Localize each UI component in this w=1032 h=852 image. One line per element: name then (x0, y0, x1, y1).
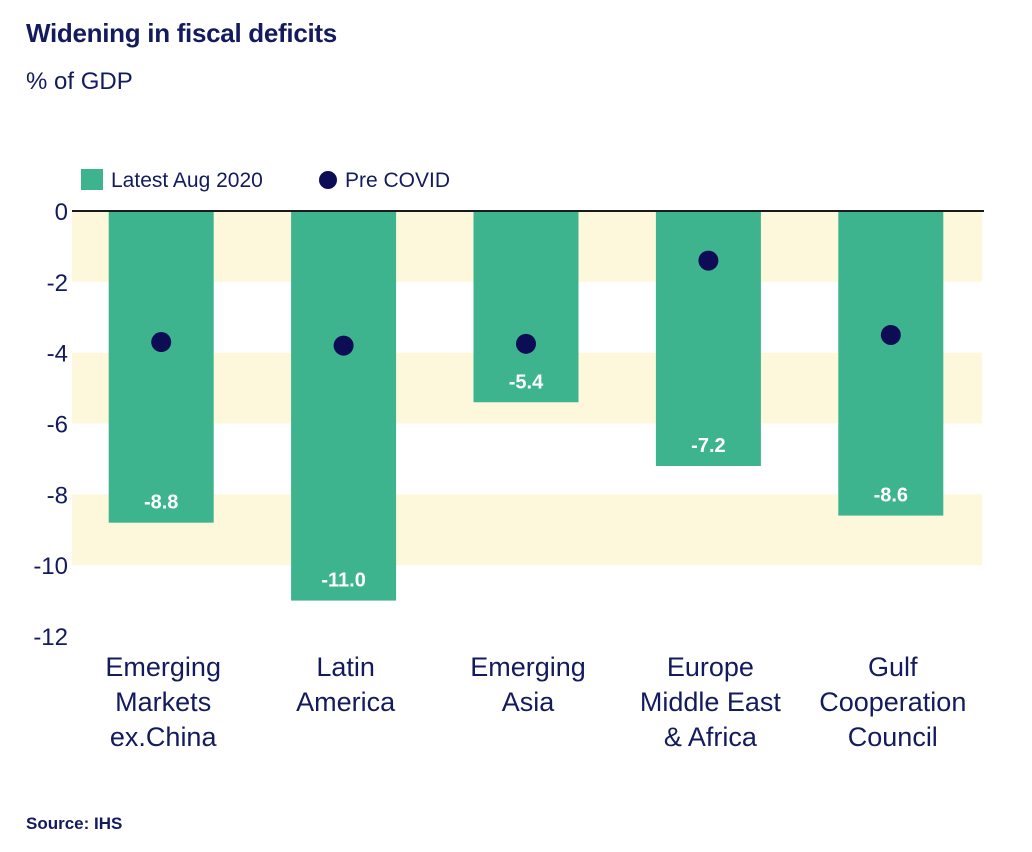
x-category-label: Gulf Cooperation Council (819, 652, 966, 752)
pre-covid-dot (880, 324, 901, 345)
y-tick-label: -8 (47, 482, 68, 509)
pre-covid-dot (333, 335, 354, 356)
chart-subtitle: % of GDP (26, 68, 133, 95)
y-tick-label: -12 (33, 624, 68, 651)
legend-label-latest: Latest Aug 2020 (111, 169, 263, 192)
background-band (72, 494, 982, 566)
x-category-label: Emerging Asia (470, 652, 586, 717)
y-tick-label: -10 (33, 553, 68, 580)
legend-swatch-dot (319, 171, 337, 189)
x-category-label-line: Council (848, 722, 938, 752)
pre-covid-dot (516, 333, 536, 354)
bars (108, 211, 944, 601)
x-category-label-line: Cooperation (819, 687, 966, 717)
x-category-label-line: Asia (502, 687, 556, 717)
x-axis-labels: Emerging Markets ex.China Latin America Emerg… (105, 652, 966, 752)
bar (108, 211, 214, 523)
x-category-label-line: Emerging (105, 652, 221, 682)
pre-covid-dot (151, 332, 172, 353)
chart-title: Widening in fiscal deficits (26, 18, 337, 48)
data-label: -11.0 (321, 570, 365, 592)
y-tick-label: -6 (47, 412, 68, 439)
bar (473, 211, 579, 403)
pre-covid-dots (151, 250, 901, 356)
legend: Latest Aug 2020 Pre COVID (81, 169, 450, 192)
y-axis-ticks: 0 -2 -4 -6 -8 -10 -12 (33, 199, 68, 651)
y-tick-label: -4 (47, 341, 68, 368)
x-category-label-line: Latin (316, 652, 375, 682)
x-category-label-line: Markets (115, 687, 211, 717)
bar (291, 211, 397, 601)
bar-chart: Latest Aug 2020 Pre COVID -8.8 -11.0 -5.4 -7… (33, 169, 984, 752)
data-label: -8.8 (144, 492, 178, 514)
y-tick-label: 0 (55, 199, 68, 226)
x-category-label-line: Gulf (868, 652, 918, 682)
source-note: Source: IHS (26, 814, 123, 833)
data-labels: -8.8 -11.0 -5.4 -7.2 -8.6 (144, 371, 908, 591)
x-category-label-line: Europe (667, 652, 754, 682)
x-category-label: Latin America (296, 652, 396, 717)
x-category-label-line: Middle East (640, 687, 782, 717)
x-category-label-line: Emerging (470, 652, 586, 682)
bar (838, 211, 944, 516)
pre-covid-dot (698, 250, 719, 271)
x-category-label-line: ex.China (110, 722, 218, 752)
y-tick-label: -2 (47, 270, 68, 297)
x-category-label-line: & Africa (664, 722, 758, 752)
data-label: -7.2 (691, 435, 725, 457)
x-category-label: Emerging Markets ex.China (105, 652, 221, 752)
bar (655, 211, 761, 466)
data-label: -8.6 (874, 485, 908, 507)
x-category-label-line: America (296, 687, 396, 717)
data-label: -5.4 (509, 371, 544, 393)
legend-label-precovid: Pre COVID (345, 169, 450, 192)
x-category-label: Europe Middle East & Africa (640, 652, 782, 752)
legend-swatch-bar (81, 169, 103, 190)
